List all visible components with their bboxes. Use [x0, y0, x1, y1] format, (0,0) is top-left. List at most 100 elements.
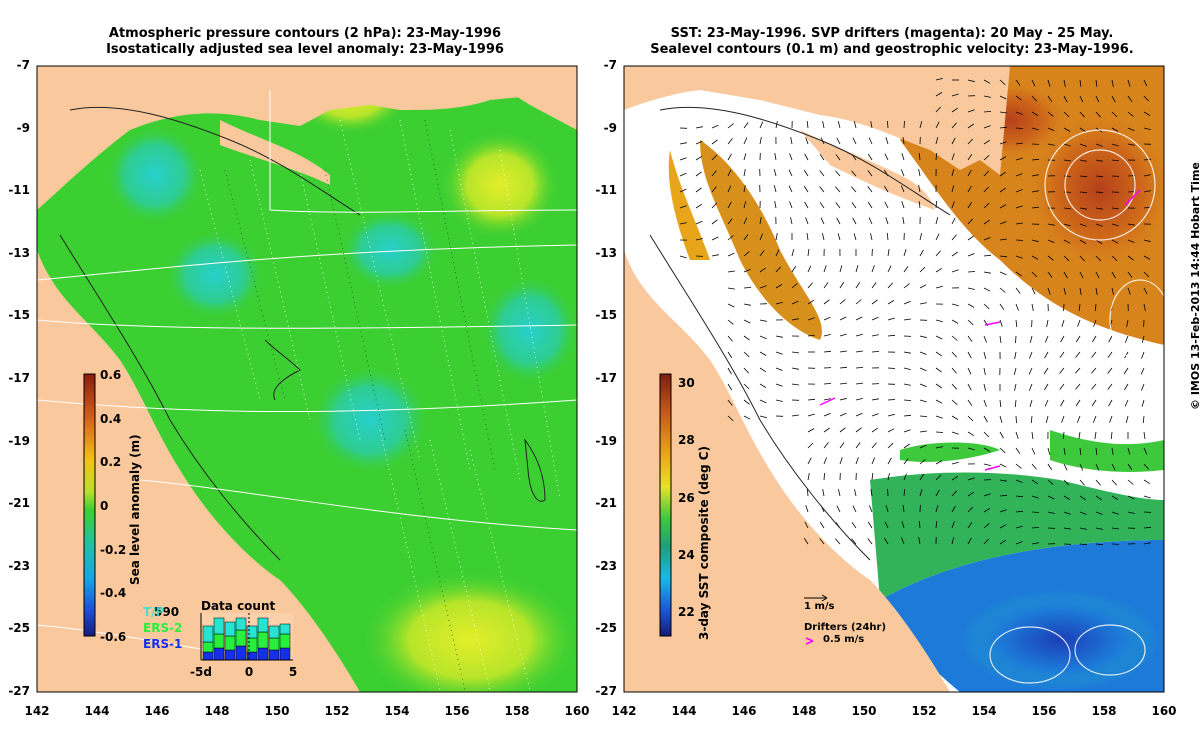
velocity-arrow — [743, 287, 752, 289]
velocity-arrow — [1127, 271, 1133, 278]
velocity-arrow — [1015, 222, 1023, 225]
velocity-arrow — [967, 477, 975, 481]
velocity-arrow — [823, 398, 831, 401]
velocity-arrow — [1015, 525, 1023, 529]
velocity-arrow — [855, 333, 863, 337]
velocity-arrow — [918, 152, 921, 161]
velocity-arrow — [790, 137, 793, 145]
velocity-arrow — [1127, 511, 1135, 514]
velocity-arrow — [951, 475, 959, 481]
velocity-arrow — [1143, 158, 1152, 161]
velocity-arrow — [851, 538, 857, 545]
velocity-arrow — [884, 521, 889, 529]
lon-tick-label: 152 — [911, 704, 937, 718]
velocity-arrow — [822, 233, 825, 241]
velocity-arrow — [1044, 335, 1049, 343]
velocity-arrow — [983, 287, 991, 292]
velocity-arrow — [790, 217, 793, 225]
velocity-arrow — [919, 351, 927, 355]
velocity-arrow — [1047, 111, 1054, 117]
velocity-arrow — [1015, 173, 1023, 177]
velocity-arrow — [935, 367, 942, 373]
velocity-arrow — [868, 137, 873, 145]
velocity-arrow — [727, 335, 733, 342]
velocity-arrow — [871, 442, 877, 449]
velocity-arrow — [1094, 431, 1097, 439]
histogram-bar — [224, 621, 236, 637]
velocity-arrow — [839, 412, 847, 417]
velocity-arrow — [1079, 463, 1084, 471]
velocity-arrow — [1044, 399, 1049, 407]
histogram-bar — [257, 631, 269, 649]
velocity-arrow — [1143, 303, 1146, 311]
geostrophic-velocity-arrows — [679, 78, 1152, 546]
velocity-arrow — [871, 265, 875, 273]
velocity-arrow — [1046, 319, 1049, 327]
velocity-arrow — [1079, 95, 1084, 103]
velocity-arrow — [1091, 351, 1097, 358]
velocity-arrow — [727, 319, 734, 325]
velocity-arrow — [1095, 511, 1103, 515]
velocity-arrow — [1015, 495, 1024, 498]
velocity-arrow — [999, 509, 1007, 513]
velocity-arrow — [743, 234, 749, 241]
velocity-arrow — [1095, 479, 1101, 486]
velocity-arrow — [855, 350, 863, 353]
velocity-arrow — [967, 431, 975, 437]
velocity-arrow — [1095, 175, 1104, 178]
velocity-arrow — [743, 169, 746, 177]
velocity-arrow — [935, 121, 940, 129]
histogram-bar — [213, 633, 225, 649]
velocity-arrow — [743, 185, 746, 193]
velocity-arrow — [1126, 319, 1129, 327]
velocity-arrow — [855, 316, 863, 321]
velocity-arrow — [900, 185, 905, 193]
velocity-arrow — [967, 399, 973, 407]
lat-tick-label: -17 — [595, 371, 617, 385]
velocity-arrow — [855, 398, 863, 401]
velocity-arrow — [967, 415, 974, 422]
velocity-arrow — [711, 219, 718, 225]
velocity-arrow — [1079, 527, 1087, 530]
velocity-arrow — [759, 137, 762, 145]
velocity-arrow — [1015, 79, 1021, 86]
velocity-arrow — [1075, 367, 1081, 374]
velocity-arrow — [983, 254, 992, 257]
velocity-arrow — [918, 201, 921, 209]
velocity-arrow — [967, 79, 975, 83]
velocity-arrow — [1127, 95, 1133, 103]
velocity-arrow — [711, 202, 718, 209]
velocity-arrow — [1047, 127, 1055, 132]
velocity-arrow — [759, 335, 767, 340]
lat-tick-label: -21 — [8, 496, 30, 511]
velocity-arrow — [967, 303, 975, 308]
velocity-arrow — [1063, 495, 1071, 500]
velocity-arrow — [775, 301, 783, 305]
velocity-arrow — [807, 282, 813, 289]
velocity-arrow — [903, 399, 912, 401]
velocity-arrow — [867, 153, 873, 161]
velocity-arrow — [1079, 287, 1082, 295]
velocity-arrow — [983, 415, 988, 423]
velocity-arrow — [918, 537, 921, 545]
velocity-arrow — [887, 282, 894, 289]
velocity-arrow — [951, 399, 958, 405]
velocity-arrow — [839, 265, 843, 273]
velocity-arrow — [1079, 479, 1085, 486]
velocity-arrow — [967, 218, 973, 225]
velocity-arrow — [951, 335, 958, 341]
velocity-arrow — [711, 254, 719, 257]
velocity-arrow — [1015, 510, 1024, 513]
velocity-arrow — [884, 537, 889, 545]
velocity-arrow — [1109, 415, 1113, 423]
histogram-bar — [279, 647, 291, 661]
velocity-arrow — [836, 217, 841, 225]
velocity-arrow — [1079, 191, 1088, 194]
velocity-arrow — [1015, 415, 1017, 424]
velocity-arrow — [855, 442, 861, 449]
velocity-arrow — [999, 479, 1007, 482]
velocity-arrow — [1029, 351, 1033, 359]
velocity-arrow — [903, 120, 905, 129]
velocity-arrow — [951, 169, 955, 177]
velocity-arrow — [871, 282, 877, 289]
